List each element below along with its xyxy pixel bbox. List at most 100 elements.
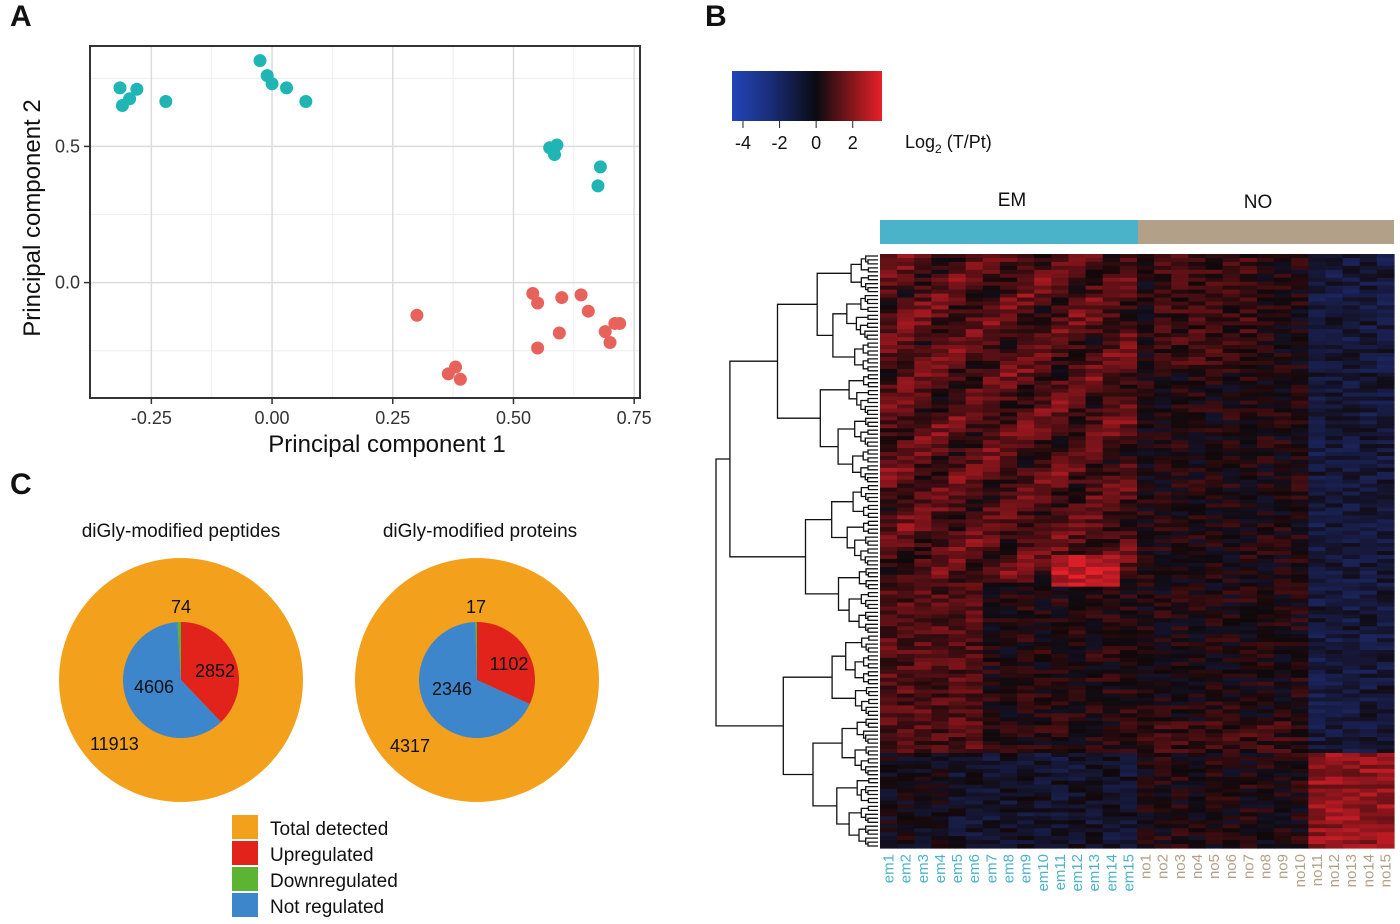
heatmap-cell [1034,646,1052,651]
heatmap-cell [948,828,967,833]
heatmap-cell [1034,598,1052,604]
heatmap-cell [1308,329,1327,334]
heatmap-cell [1376,602,1395,608]
pca-point [613,316,627,330]
heatmap-cell [1205,764,1224,770]
heatmap-cell [1256,816,1275,821]
heatmap-cell [1034,630,1052,635]
heatmap-cell [982,309,1001,314]
heatmap-cell [1188,254,1207,259]
heatmap-cell [1222,341,1241,346]
heatmap-cell [897,606,915,611]
heatmap-cell [897,673,915,679]
heatmap-cell [1308,353,1327,358]
heatmap-cell [1102,816,1121,821]
heatmap-cell [1085,713,1104,718]
heatmap-cell [1256,705,1275,710]
heatmap-cell [1205,388,1224,394]
heatmap-cell [1051,760,1070,766]
heatmap-cell [1102,491,1121,497]
heatmap-cell [914,297,932,303]
heatmap-cell [1017,376,1035,382]
heatmap-cell [1359,515,1378,520]
heatmap-cell [931,816,950,821]
heatmap-cell [1068,705,1087,710]
heatmap-cell [1085,836,1104,841]
heatmap-cell [1359,353,1378,358]
heatmap-cell [1205,816,1224,821]
heatmap-cell [880,551,898,556]
heatmap-cell [1274,360,1292,366]
heatmap-cell [1137,610,1155,615]
heatmap-cell [914,424,932,429]
heatmap-cell [1034,796,1052,802]
heatmap-cell [1051,796,1070,802]
heatmap-cell [999,519,1018,524]
heatmap-cell [982,594,1001,600]
heatmap-cell [1102,614,1121,619]
heatmap-cell [914,824,932,829]
heatmap-cell [1359,840,1378,845]
heatmap-cell [965,483,984,489]
heatmap-cell [1342,788,1361,794]
heatmap-cell [1376,642,1395,647]
heatmap-cell [1051,574,1070,580]
heatmap-cell [1239,281,1258,287]
heatmap-cell [1376,788,1395,794]
pca-point [299,94,313,108]
heatmap-cell [1102,309,1121,314]
heatmap-cell [1051,428,1070,433]
heatmap-cell [1119,356,1138,362]
heatmap-cell [1119,772,1138,778]
heatmap-cell [931,452,950,457]
heatmap-cell [1068,642,1087,647]
heatmap-cell [1034,416,1052,421]
heatmap-cell [1068,745,1087,750]
heatmap-cell [1239,519,1258,524]
heatmap-cell [1256,254,1275,259]
heatmap-cell [1325,590,1344,596]
heatmap-cell [1359,337,1378,342]
heatmap-cell [965,479,984,485]
heatmap-cell [1274,725,1292,730]
heatmap-cell [1034,408,1052,413]
heatmap-cell [948,515,967,520]
heatmap-cell [948,844,967,849]
heatmap-cell [1291,566,1309,572]
heatmap-cell [982,614,1001,619]
heatmap-cell [1274,412,1292,417]
heatmap-cell [1154,261,1172,267]
heatmap-cell [1119,436,1138,441]
heatmap-cell [914,269,932,275]
heatmap-cell [1274,301,1292,307]
heatmap-cell [1051,844,1070,849]
heatmap-cell [1137,491,1155,497]
heatmap-cell [1051,665,1070,671]
heatmap-cell [1017,503,1035,509]
heatmap-cell [1376,638,1395,643]
pca-point [531,341,545,355]
heatmap-cell [1308,325,1327,330]
heatmap-cell [1342,804,1361,809]
heatmap-cell [1222,784,1241,790]
heatmap-cell [897,784,915,790]
heatmap-cell [1376,527,1395,532]
dendrogram-branch [867,655,878,661]
heatmap-cell [931,812,950,817]
heatmap-cell [1342,325,1361,330]
heatmap-cell [1137,440,1155,445]
heatmap-cell [1325,717,1344,722]
heatmap-cell [1154,527,1172,532]
heatmap-cell [1171,800,1189,806]
heatmap-cell [1085,408,1104,413]
heatmap-cell [1085,828,1104,833]
heatmap-cell [897,554,915,560]
heatmap-cell [1188,800,1207,806]
heatmap-cell [1171,598,1189,604]
heatmap-cell [948,701,967,707]
heatmap-cell [982,630,1001,635]
heatmap-cell [914,475,932,481]
heatmap-cell [1017,840,1035,845]
heatmap-cell [1102,562,1121,568]
heatmap-cell [1171,452,1189,457]
